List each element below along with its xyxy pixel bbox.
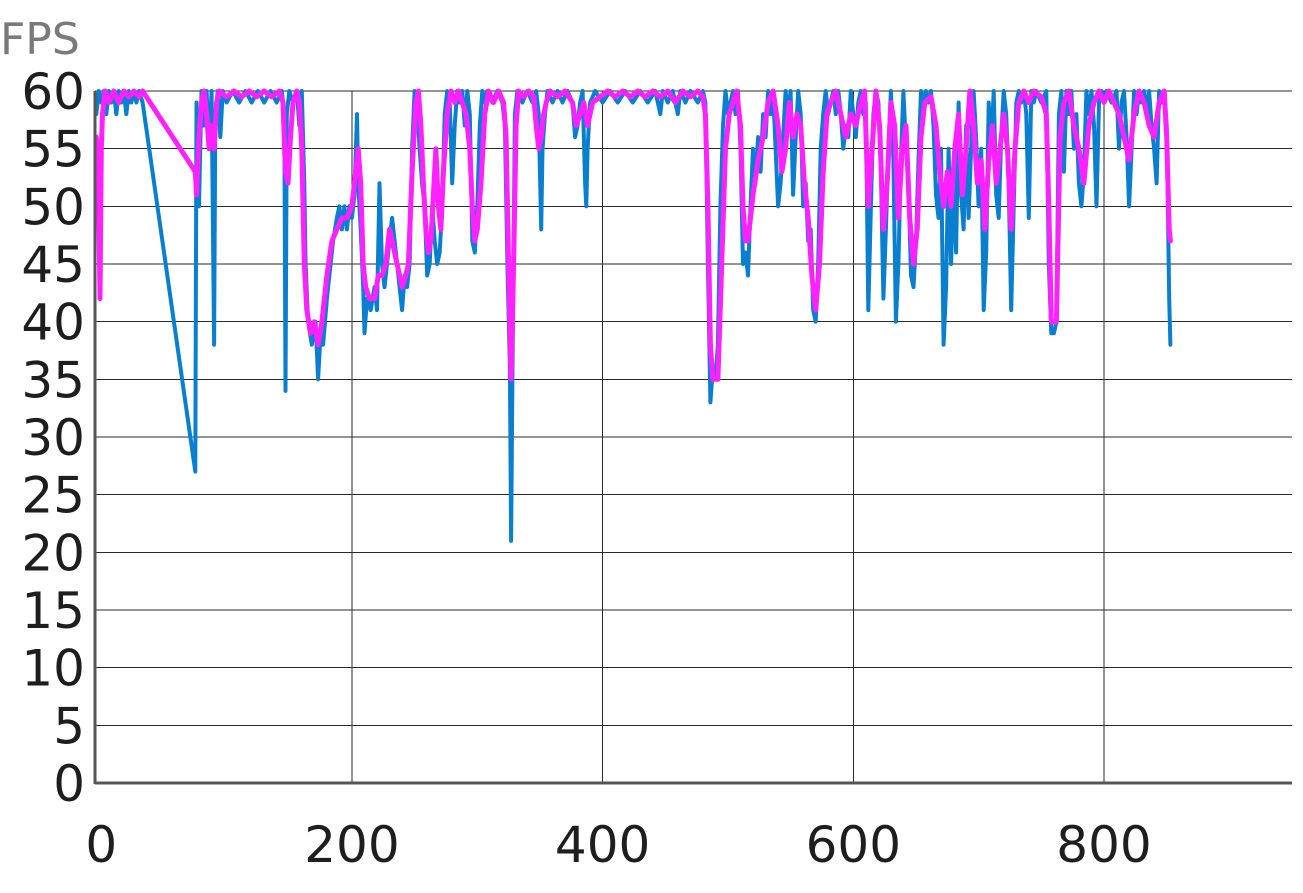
x-tick-labels: 0 200 400 600 800 (85, 816, 1151, 874)
y-tick-label-55: 55 (21, 121, 85, 179)
series-lines (93, 88, 1173, 543)
horizontal-gridlines (95, 90, 1292, 726)
y-axis-title: FPS (0, 14, 80, 65)
x-tick-label-0: 0 (85, 816, 117, 874)
y-tick-label-40: 40 (21, 294, 85, 352)
y-tick-label-35: 35 (21, 351, 85, 409)
y-tick-label-5: 5 (53, 697, 85, 755)
y-tick-label-15: 15 (21, 582, 85, 640)
x-tick-label-800: 800 (1056, 816, 1151, 874)
x-tick-label-200: 200 (304, 816, 399, 874)
y-tick-label-60: 60 (21, 63, 85, 121)
y-tick-label-30: 30 (21, 409, 85, 467)
y-tick-label-0: 0 (53, 755, 85, 813)
y-tick-label-25: 25 (21, 467, 85, 525)
series-line-2 (93, 88, 1173, 382)
x-tick-label-600: 600 (806, 816, 901, 874)
y-tick-label-45: 45 (21, 236, 85, 294)
y-tick-label-10: 10 (21, 640, 85, 698)
y-tick-label-50: 50 (21, 178, 85, 236)
x-tick-label-400: 400 (555, 816, 650, 874)
y-tick-label-20: 20 (21, 524, 85, 582)
